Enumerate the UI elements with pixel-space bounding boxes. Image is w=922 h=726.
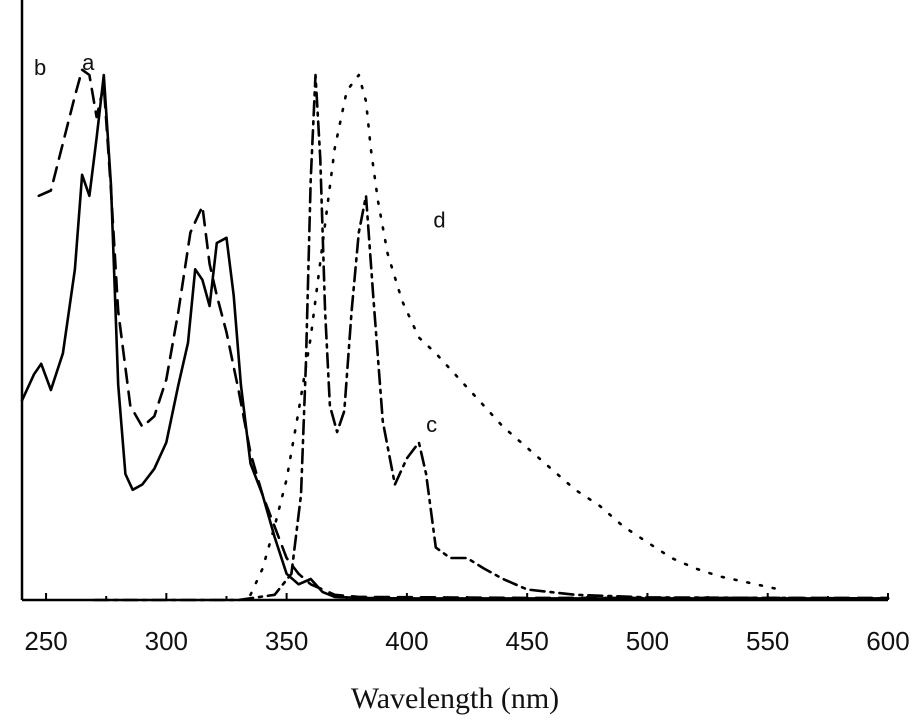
curve-label-d: d — [433, 207, 445, 232]
x-tick-label-450: 450 — [505, 626, 548, 656]
x-tick-label-250: 250 — [24, 626, 67, 656]
x-ticks-group: 250 300 350 400 450 500 550 600 — [24, 593, 910, 656]
x-tick-label-550: 550 — [746, 626, 789, 656]
curve-label-b: b — [34, 55, 46, 80]
x-tick-label-350: 350 — [265, 626, 308, 656]
series-line-c — [92, 73, 890, 602]
series-line-a — [20, 73, 890, 600]
x-axis-title: Wavelength (nm) — [351, 682, 559, 715]
x-tick-label-300: 300 — [145, 626, 188, 656]
curve-label-c: c — [426, 412, 437, 437]
x-tick-label-600: 600 — [866, 626, 909, 656]
series-line-b — [37, 68, 890, 600]
plot-lines-group — [20, 68, 890, 602]
x-tick-label-500: 500 — [626, 626, 669, 656]
curve-labels-group: a b c d — [34, 50, 446, 437]
curve-label-a: a — [82, 50, 95, 75]
x-tick-label-400: 400 — [385, 626, 428, 656]
series-line-d — [249, 73, 782, 597]
